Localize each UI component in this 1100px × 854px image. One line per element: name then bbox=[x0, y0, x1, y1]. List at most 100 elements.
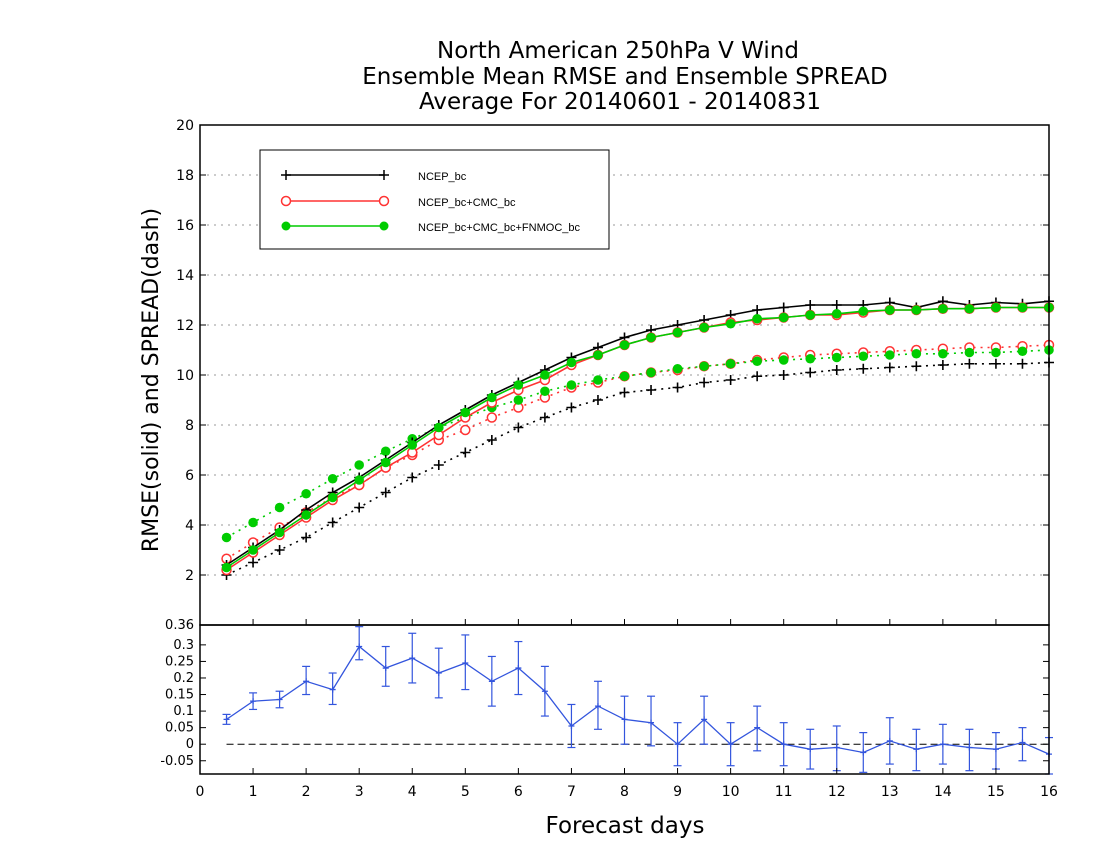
difference-point bbox=[594, 703, 601, 710]
spread-point-ncep-cmc-fnmoc bbox=[725, 358, 736, 369]
x-tick-label: 6 bbox=[514, 784, 523, 800]
spread-line-ncep-cmc bbox=[226, 344, 1050, 560]
spread-point-ncep bbox=[884, 362, 895, 373]
legend-label-ncep-cmc: NCEP_bc+CMC_bc bbox=[418, 197, 516, 209]
spread-point-ncep-cmc-fnmoc bbox=[858, 351, 869, 362]
rmse-point-ncep bbox=[752, 305, 763, 315]
chart-title-line-3: Average For 20140601 - 20140831 bbox=[419, 89, 821, 115]
spread-point-ncep-cmc-fnmoc bbox=[805, 353, 816, 364]
legend-marker-ncep bbox=[281, 170, 389, 180]
legend-marker-ncep-cmc-1 bbox=[280, 195, 292, 207]
rmse-point-ncep-cmc-fnmoc bbox=[433, 422, 444, 433]
spread-point-ncep-cmc-fnmoc bbox=[221, 532, 232, 543]
y-tick-label: 10 bbox=[176, 368, 194, 384]
y-tick-label: 18 bbox=[176, 168, 194, 184]
spread-point-ncep bbox=[433, 460, 444, 470]
difference-point bbox=[648, 719, 655, 726]
top-panel-series bbox=[221, 296, 1055, 580]
x-tick-label: 12 bbox=[828, 784, 846, 800]
difference-point bbox=[329, 686, 336, 693]
bottom-y-tick-label: 0.2 bbox=[173, 671, 194, 686]
spread-point-ncep bbox=[699, 377, 710, 388]
spread-point-ncep bbox=[646, 385, 657, 395]
rmse-point-ncep-cmc-fnmoc bbox=[991, 302, 1001, 313]
spread-point-ncep-cmc-fnmoc bbox=[593, 375, 603, 385]
bottom-panel-ticks: -0.05 00.05 0.10.15 0.2 0.250.3 0.36 bbox=[160, 618, 1049, 769]
rmse-point-ncep-cmc-fnmoc bbox=[778, 312, 789, 323]
rmse-point-ncep-cmc-fnmoc bbox=[540, 370, 550, 380]
spread-point-ncep-cmc-fnmoc bbox=[274, 502, 285, 513]
legend-label-ncep-cmc-fnmoc: NCEP_bc+CMC_bc+FNMOC_bc bbox=[418, 222, 580, 234]
rmse-point-ncep-cmc-fnmoc bbox=[885, 305, 895, 315]
x-tick-label: 1 bbox=[249, 784, 258, 800]
spread-point-ncep bbox=[778, 370, 789, 380]
spread-point-ncep bbox=[831, 365, 842, 375]
spread-point-ncep bbox=[1017, 358, 1028, 369]
difference-point bbox=[568, 722, 575, 729]
rmse-point-ncep-cmc-fnmoc bbox=[619, 340, 630, 350]
difference-point bbox=[701, 716, 708, 723]
spread-point-ncep bbox=[725, 375, 736, 385]
difference-point bbox=[435, 670, 442, 677]
rmse-point-ncep-cmc-fnmoc bbox=[858, 306, 869, 317]
rmse-point-ncep-cmc-fnmoc bbox=[938, 303, 948, 314]
spread-point-ncep bbox=[592, 395, 603, 405]
spread-point-ncep bbox=[327, 517, 338, 528]
difference-point bbox=[992, 746, 999, 753]
spread-point-ncep-cmc-fnmoc bbox=[991, 347, 1001, 358]
legend: NCEP_bc NCEP_bc+CMC_bc NCEP_bc+CMC_bc+FN… bbox=[259, 149, 610, 250]
difference-point bbox=[807, 746, 814, 753]
spread-point-ncep bbox=[248, 557, 259, 568]
rmse-point-ncep-cmc-fnmoc bbox=[301, 510, 311, 520]
bottom-y-tick-label: 0.1 bbox=[173, 704, 194, 719]
spread-point-ncep bbox=[566, 402, 577, 413]
rmse-point-ncep-cmc-fnmoc bbox=[327, 492, 338, 503]
spread-point-ncep-cmc-fnmoc bbox=[1017, 346, 1028, 357]
difference-point bbox=[515, 665, 522, 672]
legend-marker-ncep-cmc-fnmoc-2 bbox=[379, 221, 389, 231]
spread-point-ncep-cmc-fnmoc bbox=[301, 488, 311, 499]
spread-point-ncep bbox=[301, 532, 312, 543]
rmse-point-ncep-cmc-fnmoc bbox=[672, 327, 683, 338]
difference-point bbox=[303, 678, 310, 685]
rmse-point-ncep-cmc-fnmoc bbox=[380, 457, 391, 468]
x-tick-label: 16 bbox=[1040, 784, 1058, 800]
spread-point-ncep bbox=[486, 435, 497, 445]
difference-point bbox=[223, 716, 230, 723]
spread-line-ncep bbox=[226, 361, 1050, 576]
rmse-point-ncep-cmc-fnmoc bbox=[752, 313, 762, 324]
spread-point-ncep bbox=[805, 367, 816, 378]
difference-point bbox=[939, 741, 946, 748]
difference-point bbox=[462, 660, 469, 667]
y-tick-label: 20 bbox=[176, 118, 194, 134]
y-tick-label: 14 bbox=[176, 268, 194, 284]
spread-point-ncep-cmc-fnmoc bbox=[938, 348, 948, 359]
x-tick-label: 14 bbox=[934, 784, 952, 800]
difference-point bbox=[382, 665, 389, 672]
difference-point bbox=[860, 749, 867, 756]
bottom-y-tick-label: 0.3 bbox=[173, 638, 194, 653]
difference-point bbox=[488, 678, 495, 685]
rmse-point-ncep bbox=[831, 300, 842, 310]
difference-point bbox=[674, 741, 681, 748]
spread-point-ncep bbox=[619, 387, 630, 398]
x-tick-label: 13 bbox=[881, 784, 899, 800]
spread-point-ncep bbox=[964, 358, 975, 369]
rmse-line-ncep-cmc bbox=[226, 306, 1049, 571]
rmse-point-ncep-cmc-fnmoc bbox=[566, 357, 577, 368]
spread-point-ncep-cmc-fnmoc bbox=[540, 386, 550, 397]
difference-line bbox=[226, 645, 1050, 755]
difference-point bbox=[541, 688, 548, 695]
rmse-line-ncep bbox=[226, 300, 1050, 566]
spread-point-ncep-cmc-fnmoc bbox=[778, 355, 789, 365]
spread-point-ncep-cmc-fnmoc bbox=[646, 367, 656, 378]
spread-point-ncep bbox=[911, 361, 922, 372]
spread-point-ncep-cmc-fnmoc bbox=[566, 380, 577, 390]
legend-marker-ncep-cmc-2 bbox=[378, 195, 390, 207]
difference-point bbox=[754, 724, 761, 731]
rmse-point-ncep-cmc-fnmoc bbox=[831, 308, 842, 319]
chart-title-line-2: Ensemble Mean RMSE and Ensemble SPREAD bbox=[362, 64, 887, 90]
bottom-y-tick-label: 0.36 bbox=[165, 618, 194, 633]
